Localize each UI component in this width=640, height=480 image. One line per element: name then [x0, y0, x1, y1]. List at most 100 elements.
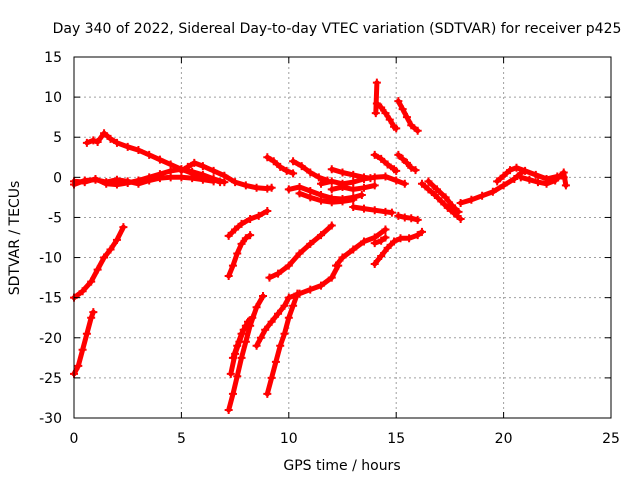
data-point [512, 163, 521, 172]
data-point [306, 168, 315, 177]
data-point [233, 372, 242, 381]
data-point [478, 191, 487, 200]
data-point [377, 236, 386, 245]
data-point [349, 245, 358, 254]
data-point [267, 373, 276, 382]
data-series [372, 99, 401, 133]
data-point [394, 211, 403, 220]
data-series [265, 221, 336, 282]
data-point [267, 183, 276, 192]
data-point [89, 136, 98, 145]
data-point [274, 269, 283, 278]
data-series [370, 150, 401, 175]
data-point [370, 150, 379, 159]
data-point [366, 174, 375, 183]
data-point [443, 203, 452, 212]
data-series [370, 227, 426, 268]
data-point [134, 146, 143, 155]
data-point [119, 223, 128, 232]
data-point [263, 207, 272, 216]
data-point [284, 185, 293, 194]
data-point [233, 341, 242, 350]
data-point [317, 281, 326, 290]
data-point [385, 115, 394, 124]
data-point [349, 203, 358, 212]
series-line [333, 227, 388, 269]
data-point [289, 301, 298, 310]
data-series [394, 97, 422, 135]
data-point [338, 253, 347, 262]
series-line [373, 80, 380, 116]
data-point [166, 160, 175, 169]
data-point [402, 158, 411, 167]
data-point [377, 251, 386, 260]
y-tick-label: -15 [39, 291, 62, 307]
series-line [84, 130, 223, 185]
data-point [317, 196, 326, 205]
data-point [78, 345, 87, 354]
data-point [398, 154, 407, 163]
data-point [394, 150, 403, 159]
data-point [424, 185, 433, 194]
data-point [274, 309, 283, 318]
data-point [295, 289, 304, 298]
data-point [411, 166, 420, 175]
data-series [70, 223, 128, 302]
data-point [417, 227, 426, 236]
data-series [424, 177, 463, 216]
data-point [252, 183, 261, 192]
data-point [371, 109, 380, 118]
data-point [112, 138, 121, 147]
data-point [314, 173, 323, 182]
data-point [349, 195, 358, 204]
data-point [392, 166, 401, 175]
y-tick-label: -30 [39, 411, 62, 427]
data-point [332, 261, 341, 270]
data-point [359, 183, 368, 192]
data-point [123, 142, 132, 151]
data-point [338, 168, 347, 177]
data-point [224, 272, 233, 281]
data-series [456, 169, 525, 208]
data-point [282, 166, 291, 175]
data-point [413, 215, 422, 224]
x-tick-label: 15 [387, 431, 405, 447]
data-point [100, 253, 109, 262]
data-point [338, 197, 347, 206]
x-tick-label: 20 [495, 431, 513, 447]
data-point [349, 185, 358, 194]
data-point [80, 176, 89, 185]
data-point [383, 160, 392, 169]
data-point [359, 204, 368, 213]
data-series [516, 168, 570, 190]
data-point [454, 207, 463, 216]
data-point [387, 208, 396, 217]
data-point [499, 171, 508, 180]
data-point [381, 233, 390, 242]
data-point [456, 215, 465, 224]
data-point [87, 313, 96, 322]
data-point [407, 163, 416, 172]
data-point [467, 195, 476, 204]
data-point [542, 179, 551, 188]
data-series [228, 316, 255, 362]
data-point [392, 124, 401, 133]
data-series [394, 150, 420, 175]
data-point [284, 261, 293, 270]
data-point [306, 239, 315, 248]
data-point [349, 178, 358, 187]
data-point [74, 361, 83, 370]
data-series [224, 231, 255, 281]
data-point [390, 237, 399, 246]
data-point [198, 172, 207, 181]
data-series [371, 78, 381, 118]
data-point [231, 225, 240, 234]
data-point [306, 193, 315, 202]
data-point [93, 138, 102, 147]
data-point [372, 78, 381, 87]
data-point [456, 199, 465, 208]
data-marks [70, 78, 570, 414]
data-point [209, 175, 218, 184]
data-point [271, 357, 280, 366]
